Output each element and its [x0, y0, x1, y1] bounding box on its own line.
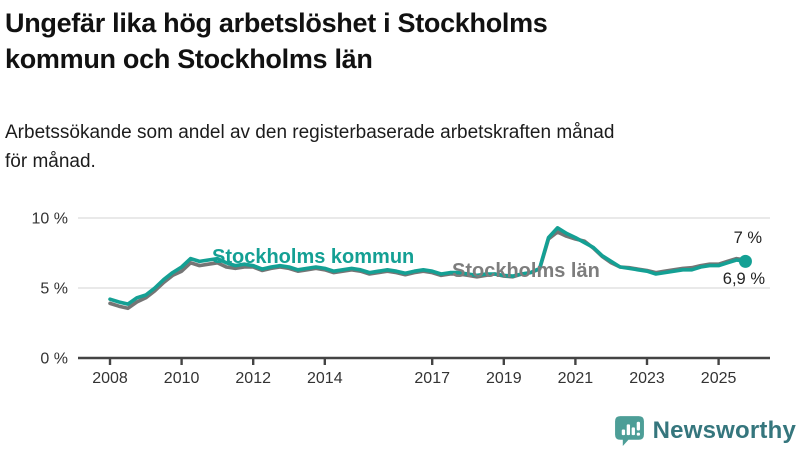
x-axis-label: 2021: [558, 370, 594, 387]
series-end-dot: [738, 254, 752, 268]
x-axis-label: 2017: [414, 370, 450, 387]
newsworthy-wordmark: Newsworthy: [652, 416, 796, 444]
y-axis-label: 10 %: [32, 211, 68, 228]
x-axis-label: 2010: [164, 370, 200, 387]
x-axis-label: 2023: [629, 370, 665, 387]
page-title: Ungefär lika hög arbetslöshet i Stockhol…: [5, 8, 548, 74]
series-label-lan: Stockholms län: [452, 260, 600, 282]
x-axis-label: 2008: [92, 370, 128, 387]
x-axis-label: 2019: [486, 370, 522, 387]
x-axis-label: 2025: [701, 370, 737, 387]
y-axis-label: 5 %: [40, 281, 68, 298]
x-axis-label: 2014: [307, 370, 343, 387]
end-value-label-lan: 7 %: [733, 229, 762, 247]
y-axis-label: 0 %: [40, 351, 68, 368]
x-axis-label: 2012: [235, 370, 271, 387]
stockholms-kommun-line: [108, 226, 748, 306]
end-value-label-kommun: 6,9 %: [722, 270, 765, 288]
newsworthy-icon: [614, 416, 644, 446]
series-label-kommun: Stockholms kommun: [212, 246, 415, 268]
chart-subtitle: Arbetssökande som andel av den registerb…: [5, 122, 615, 173]
newsworthy-logo: Newsworthy: [613, 414, 796, 447]
